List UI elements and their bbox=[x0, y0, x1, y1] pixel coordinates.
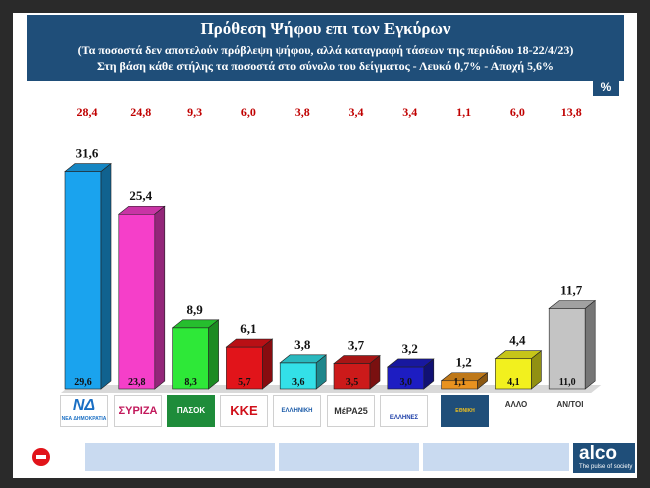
base-label-4: 3,6 bbox=[292, 377, 305, 388]
elliniki-lysi-logo: ΕΛΛΗΝΙΚΗ ΛΥΣΗ bbox=[273, 395, 321, 427]
previous-label-7: 1,1 bbox=[456, 105, 471, 119]
bar-1 bbox=[119, 214, 155, 389]
bar-side-3 bbox=[262, 339, 272, 389]
footer-bar-1 bbox=[85, 443, 275, 471]
base-label-7: 1,1 bbox=[453, 377, 466, 388]
value-label-2: 8,9 bbox=[186, 302, 203, 317]
previous-label-9: 13,8 bbox=[561, 105, 582, 119]
value-label-9: 11,7 bbox=[560, 283, 583, 298]
value-label-7: 1,2 bbox=[455, 355, 471, 370]
previous-label-6: 3,4 bbox=[402, 105, 417, 119]
footer-logo-box bbox=[27, 443, 81, 471]
value-label-6: 3,2 bbox=[402, 341, 418, 356]
ellines-logo: ΕΛΛΗΝΕΣ bbox=[380, 395, 428, 427]
previous-label-8: 6,0 bbox=[510, 105, 525, 119]
base-label-8: 4,1 bbox=[507, 377, 520, 388]
value-label-4: 3,8 bbox=[294, 337, 311, 352]
previous-label-2: 9,3 bbox=[187, 105, 202, 119]
base-label-5: 3,5 bbox=[346, 377, 359, 388]
base-label-9: 11,0 bbox=[559, 377, 576, 388]
previous-label-1: 24,8 bbox=[130, 105, 151, 119]
ethniki-dimiourgia-logo: ΕΘΝΙΚΗ ΔΗΜΙΟΥΡΓΙΑ bbox=[441, 395, 489, 427]
value-label-1: 25,4 bbox=[129, 188, 152, 203]
bar-side-0 bbox=[101, 164, 111, 389]
value-label-3: 6,1 bbox=[240, 321, 256, 336]
value-label-8: 4,4 bbox=[509, 333, 526, 348]
base-label-0: 29,6 bbox=[74, 377, 92, 388]
base-label-3: 5,7 bbox=[238, 377, 251, 388]
bar-side-9 bbox=[585, 301, 595, 389]
slide: Πρόθεση Ψήφου επι των Εγκύρων (Τα ποσοστ… bbox=[13, 13, 637, 478]
base-label-6: 3,0 bbox=[400, 377, 413, 388]
red-brand-icon bbox=[27, 443, 57, 471]
value-label-0: 31,6 bbox=[76, 146, 99, 161]
footer: alco The pulse of society bbox=[27, 443, 624, 471]
footer-bar-3 bbox=[423, 443, 569, 471]
nd-logo: ΝΔ ΝΕΑ ΔΗΜΟΚΡΑΤΙΑ bbox=[60, 395, 108, 427]
previous-label-4: 3,8 bbox=[295, 105, 310, 119]
pasok-logo: ΠΑΣΟΚ bbox=[167, 395, 215, 427]
value-label-5: 3,7 bbox=[348, 338, 365, 353]
bar-side-2 bbox=[209, 320, 219, 389]
footer-bar-2 bbox=[279, 443, 419, 471]
kke-logo: ΚΚΕ bbox=[220, 395, 268, 427]
mera25-logo: ΜέΡΑ25 bbox=[327, 395, 375, 427]
antoi-label: ΑΝ/ΤΟΙ bbox=[545, 400, 595, 409]
alco-logo: alco The pulse of society bbox=[573, 443, 635, 473]
bar-0 bbox=[65, 172, 101, 389]
syriza-logo: ΣΥΡΙΖΑ bbox=[114, 395, 162, 427]
bar-side-1 bbox=[155, 206, 165, 389]
previous-label-5: 3,4 bbox=[349, 105, 364, 119]
allo-label: ΑΛΛΟ bbox=[491, 400, 541, 409]
bar-chart: 31,6 29,6 28,4 25,4 23,8 24,8 8,9 8,3 9,3 6,1 5,7 6… bbox=[13, 13, 637, 413]
previous-label-0: 28,4 bbox=[77, 105, 98, 119]
previous-label-3: 6,0 bbox=[241, 105, 256, 119]
base-label-2: 8,3 bbox=[184, 377, 197, 388]
base-label-1: 23,8 bbox=[128, 377, 146, 388]
